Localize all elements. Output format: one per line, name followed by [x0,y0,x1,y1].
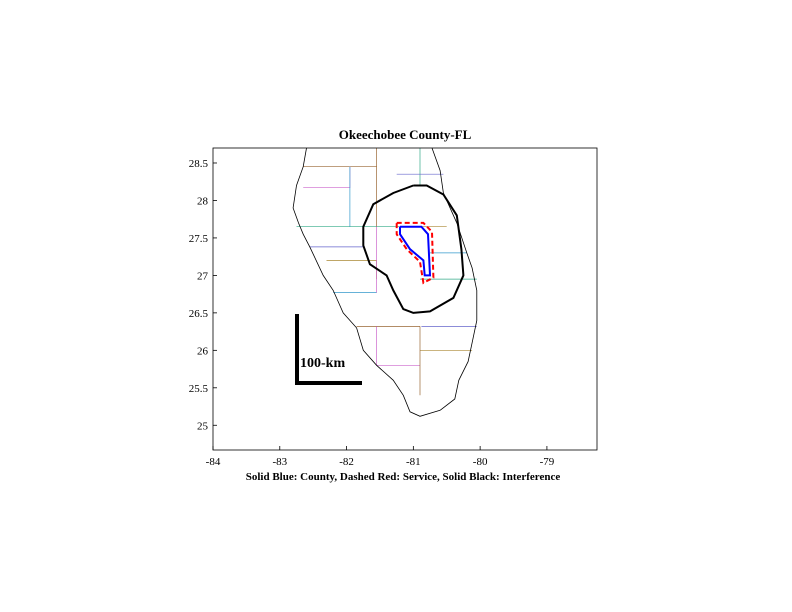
x-tick-label: -80 [473,456,488,468]
x-tick-label: -79 [540,456,555,468]
y-tick-label: 26.5 [189,308,209,320]
x-tick-label: -84 [206,456,221,468]
x-axis-label: Solid Blue: County, Dashed Red: Service,… [246,471,561,483]
y-tick-label: 25 [197,420,209,432]
y-tick-label: 28.5 [189,158,209,170]
x-tick-label: -82 [339,456,354,468]
coastline-west [292,148,441,417]
scale-bar-label: 100-km [300,356,345,371]
service-contour [395,221,435,285]
y-tick-label: 28 [197,195,209,207]
x-tick-label: -81 [406,456,421,468]
county-boundary [399,225,432,277]
y-tick-label: 27 [197,270,209,282]
interference-contour [362,184,465,314]
map-layer [292,148,478,417]
y-tick-label: 27.5 [189,233,209,245]
chart-title: Okeechobee County-FL [339,127,472,142]
coastline-east [431,148,478,411]
x-axis: -84 -83 -82 -81 -80 -79 [206,446,555,468]
y-tick-label: 25.5 [189,383,209,395]
scale-bar: 100-km [295,314,362,385]
x-tick-label: -83 [272,456,287,468]
county-line [303,166,351,189]
y-tick-label: 26 [197,345,209,357]
y-axis: 25 25.5 26 26.5 27 27.5 28 28.5 [189,158,217,432]
plot-frame [212,147,598,451]
